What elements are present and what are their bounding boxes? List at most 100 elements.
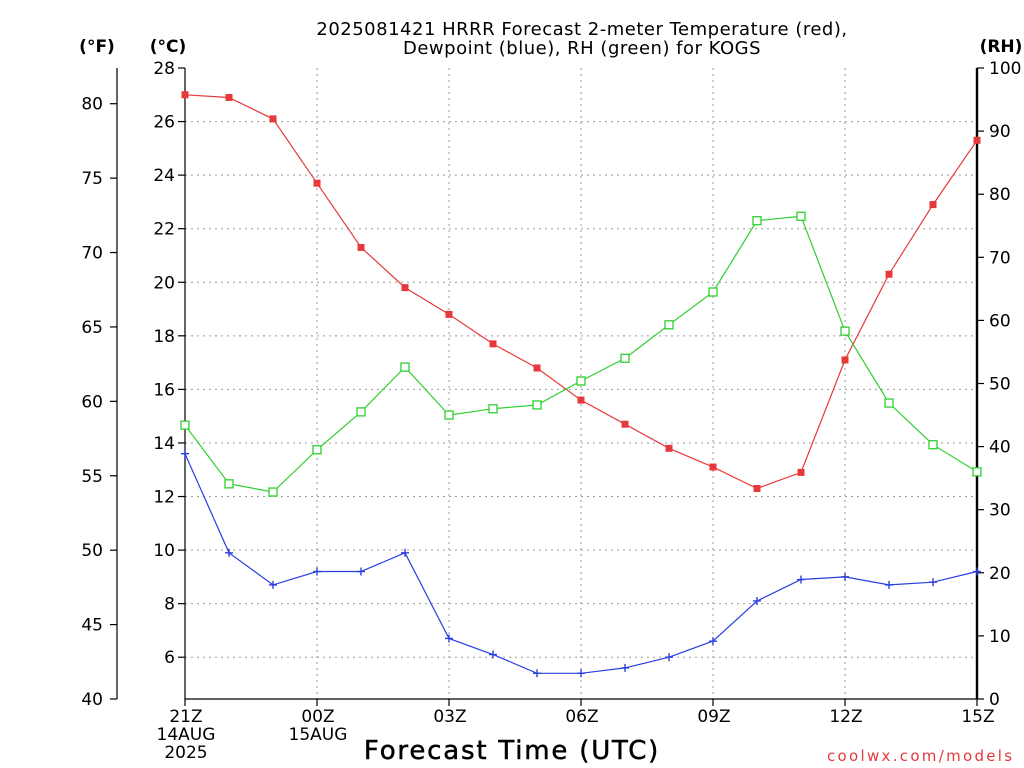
fahrenheit-tick-label: 60 [81,392,103,412]
celsius-tick-label: 18 [153,327,175,347]
fahrenheit-tick-label: 80 [81,95,103,115]
dewpoint-point [357,567,365,576]
dewpoint-point [225,548,233,557]
dewpoint-point [841,572,849,581]
temperature-point [665,444,673,452]
rh-point [576,376,586,386]
celsius-tick-label: 24 [153,166,175,186]
rh-point [224,479,234,489]
rh-point [664,320,674,330]
temperature-series [181,91,981,492]
rh-point [268,487,278,497]
rh-point [620,353,630,363]
fahrenheit-tick-label: 65 [81,318,103,338]
rh-point [972,467,982,477]
dewpoint-point [929,578,937,587]
celsius-tick-label: 26 [153,113,175,133]
credit-annotation: coolwx.com/models [827,747,1014,765]
rh-point [928,440,938,450]
temperature-point [709,463,717,471]
rh-tick-label: 70 [989,248,1011,268]
grid [185,68,977,699]
dewpoint-point [181,449,189,458]
rh-tick-label: 60 [989,311,1011,331]
temperature-point [269,115,277,123]
dewpoint-series [181,449,981,678]
rh-tick-label: 50 [989,375,1011,395]
celsius-tick-label: 12 [153,488,175,508]
temperature-point [753,484,761,492]
dewpoint-point [665,653,673,662]
celsius-tick-label: 16 [153,380,175,400]
fahrenheit-tick-label: 75 [81,169,103,189]
temperature-point [577,396,585,404]
x-tick-label: 00Z [301,707,334,727]
rh-point [180,420,190,430]
dewpoint-point [489,650,497,659]
dewpoint-point [533,669,541,678]
rh-tick-label: 30 [989,501,1011,521]
dewpoint-point [269,580,277,589]
x-tick-date-label: 15AUG [289,725,348,745]
dewpoint-point [709,637,717,646]
fahrenheit-axis-unit: (°F) [79,37,115,57]
rh-tick-label: 90 [989,122,1011,142]
rh-point [488,404,498,414]
rh-point [796,211,806,221]
rh-tick-label: 40 [989,438,1011,458]
x-tick-label: 03Z [433,707,466,727]
rh-point [532,400,542,410]
celsius-tick-label: 22 [153,220,175,240]
x-tick-date-label: 2025 [164,743,207,763]
dewpoint-point [621,663,629,672]
celsius-tick-label: 10 [153,541,175,561]
x-tick-date-label: 14AUG [157,725,216,745]
celsius-tick-label: 20 [153,273,175,293]
temperature-point [885,270,893,278]
fahrenheit-tick-label: 45 [81,616,103,636]
dewpoint-point [797,575,805,584]
rh-series [180,211,982,497]
x-tick-label: 06Z [565,707,598,727]
dewpoint-point [753,596,761,605]
rh-tick-label: 20 [989,564,1011,584]
chart-title-line-1: 2025081421 HRRR Forecast 2-meter Tempera… [316,19,847,40]
celsius-tick-label: 8 [164,595,175,615]
dewpoint-point [445,634,453,643]
rh-tick-label: 80 [989,185,1011,205]
rh-point [708,287,718,297]
rh-point [400,362,410,372]
x-axis-title: Forecast Time (UTC) [364,736,660,766]
temperature-point [621,420,629,428]
temperature-point [797,468,805,476]
plot-series [180,91,982,678]
rh-point [312,445,322,455]
dewpoint-point [577,669,585,678]
dewpoint-point [885,580,893,589]
celsius-axis-unit: (°C) [150,37,187,57]
temperature-point [357,243,365,251]
celsius-tick-label: 28 [153,59,175,79]
rh-point [840,326,850,336]
x-tick-label: 21Z [169,707,202,727]
dewpoint-point [313,567,321,576]
celsius-tick-label: 14 [153,434,175,454]
x-tick-label: 15Z [961,707,994,727]
rh-point [356,407,366,417]
temperature-point [313,179,321,187]
dewpoint-point [401,548,409,557]
temperature-point [181,91,189,99]
rh-point [884,398,894,408]
x-tick-label: 12Z [829,707,862,727]
temperature-point [533,364,541,372]
temperature-point [445,310,453,318]
fahrenheit-tick-label: 40 [81,690,103,710]
temperature-point [841,356,849,364]
x-tick-label: 09Z [697,707,730,727]
temperature-point [973,136,981,144]
rh-point [444,410,454,420]
temperature-point [489,340,497,348]
